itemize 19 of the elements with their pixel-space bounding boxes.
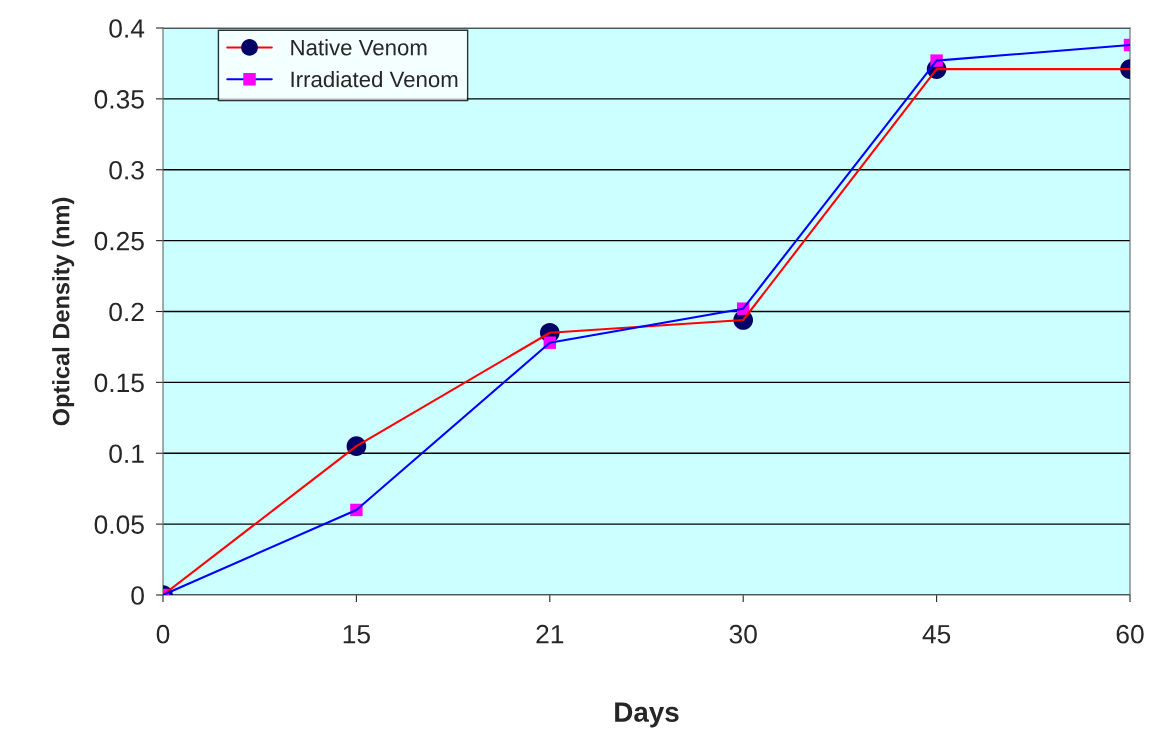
x-tick-label: 60 <box>1116 624 1144 644</box>
y-tick-label: 0.35 <box>94 90 144 109</box>
legend-label: Irradiated Venom <box>291 70 458 88</box>
legend-label: Native Venom <box>291 39 427 56</box>
y-tick-label: 0.2 <box>109 302 144 322</box>
y-axis-title: Optical Density (nm) <box>52 197 75 426</box>
y-tick-label: 0.1 <box>109 444 144 464</box>
x-tick-label: 45 <box>922 625 951 644</box>
y-tick-label: 0 <box>131 586 144 605</box>
y-tick-label: 0.25 <box>94 231 144 251</box>
x-tick-label: 15 <box>343 625 370 644</box>
x-tick-label: 30 <box>729 624 757 644</box>
y-tick-label: 0.3 <box>109 160 144 180</box>
x-axis-title: Days <box>615 702 679 728</box>
y-tick-label: 0.4 <box>109 19 145 38</box>
y-tick-label: 0.05 <box>94 515 144 534</box>
y-tick-label: 0.15 <box>94 373 144 393</box>
x-tick-label: 0 <box>156 624 170 644</box>
x-tick-label: 21 <box>536 624 564 644</box>
